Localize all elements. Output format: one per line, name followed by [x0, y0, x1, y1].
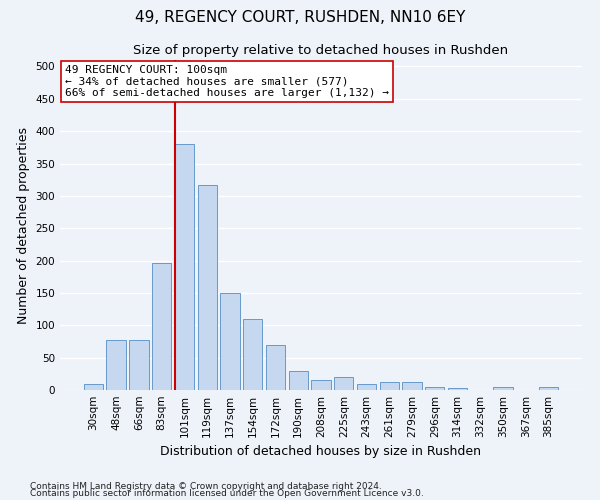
Text: 49 REGENCY COURT: 100sqm
← 34% of detached houses are smaller (577)
66% of semi-: 49 REGENCY COURT: 100sqm ← 34% of detach…: [65, 65, 389, 98]
Title: Size of property relative to detached houses in Rushden: Size of property relative to detached ho…: [133, 44, 509, 58]
Bar: [334, 377, 353, 390]
Bar: [403, 382, 422, 390]
Bar: [243, 320, 262, 390]
Bar: [84, 384, 103, 390]
Bar: [539, 388, 558, 390]
Text: 49, REGENCY COURT, RUSHDEN, NN10 6EY: 49, REGENCY COURT, RUSHDEN, NN10 6EY: [135, 10, 465, 25]
Text: Contains HM Land Registry data © Crown copyright and database right 2024.: Contains HM Land Registry data © Crown c…: [30, 482, 382, 491]
Bar: [448, 388, 467, 390]
Bar: [380, 382, 399, 390]
Y-axis label: Number of detached properties: Number of detached properties: [17, 126, 30, 324]
Bar: [152, 262, 172, 390]
Bar: [311, 380, 331, 390]
Bar: [129, 340, 149, 390]
Bar: [106, 340, 126, 390]
Bar: [425, 387, 445, 390]
Bar: [289, 370, 308, 390]
Bar: [493, 388, 513, 390]
X-axis label: Distribution of detached houses by size in Rushden: Distribution of detached houses by size …: [161, 446, 482, 458]
Bar: [197, 185, 217, 390]
Bar: [175, 144, 194, 390]
Bar: [357, 384, 376, 390]
Text: Contains public sector information licensed under the Open Government Licence v3: Contains public sector information licen…: [30, 489, 424, 498]
Bar: [266, 344, 285, 390]
Bar: [220, 293, 239, 390]
